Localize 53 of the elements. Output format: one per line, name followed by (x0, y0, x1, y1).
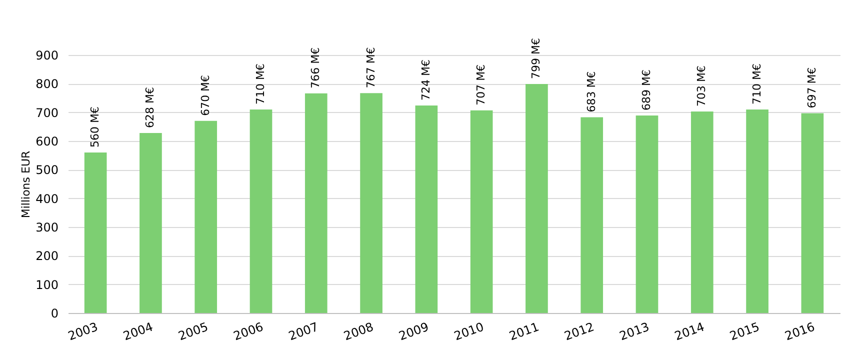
y-tick-label: 500 (36, 163, 58, 178)
bar (140, 132, 162, 313)
data-label: 703 M€ (695, 65, 708, 106)
x-tick-label: 2012 (562, 320, 596, 344)
x-tick-label: 2003 (66, 320, 100, 344)
bar (250, 109, 272, 313)
bar (304, 93, 328, 313)
data-label: 697 M€ (805, 67, 818, 108)
y-tick-label: 100 (36, 278, 58, 292)
data-label: 683 M€ (584, 71, 598, 112)
y-tick-label: 700 (36, 106, 58, 120)
data-label: 724 M€ (419, 59, 432, 100)
data-label: 710 M€ (750, 63, 764, 104)
y-tick-label: 300 (36, 220, 58, 234)
x-tick-label: 2007 (286, 320, 320, 344)
data-label: 767 M€ (364, 47, 378, 88)
y-tick-label: 0 (50, 306, 58, 320)
bar (636, 115, 658, 313)
bar (470, 110, 493, 313)
x-tick-label: 2009 (397, 320, 431, 344)
bar (526, 84, 548, 313)
y-tick-label: 600 (36, 134, 58, 148)
x-tick-label: 2004 (121, 320, 155, 344)
bar (360, 93, 382, 313)
data-label: 707 M€ (474, 64, 488, 106)
x-tick-label: 2005 (176, 320, 210, 344)
data-label: 799 M€ (530, 38, 543, 79)
data-label: 560 M€ (88, 106, 102, 148)
x-tick-label: 2014 (672, 320, 706, 344)
data-label: 628 M€ (144, 86, 157, 128)
data-label: 670 M€ (198, 74, 212, 116)
data-label: 710 M€ (254, 63, 267, 104)
data-label: 766 M€ (309, 47, 322, 88)
bar (580, 117, 604, 313)
x-tick-label: 2013 (618, 320, 652, 344)
x-tick-label: 2011 (507, 320, 541, 344)
x-tick-label: 2016 (783, 320, 817, 344)
bar (415, 105, 438, 313)
x-tick-label: 2006 (232, 320, 266, 344)
x-tick-label: 2010 (452, 320, 486, 344)
x-tick-label: 2015 (728, 320, 762, 344)
y-tick-label: 400 (36, 192, 58, 206)
bar (801, 113, 824, 313)
bar (690, 111, 714, 313)
y-tick-label: 900 (36, 48, 58, 62)
bar (746, 109, 768, 313)
y-tick-label: 200 (36, 249, 58, 264)
y-tick-label: 800 (36, 77, 58, 92)
bar (194, 120, 218, 313)
x-tick-label: 2008 (342, 320, 376, 344)
bar (84, 152, 107, 313)
y-axis-title: Millions EUR (20, 150, 33, 218)
data-label: 689 M€ (640, 70, 653, 110)
